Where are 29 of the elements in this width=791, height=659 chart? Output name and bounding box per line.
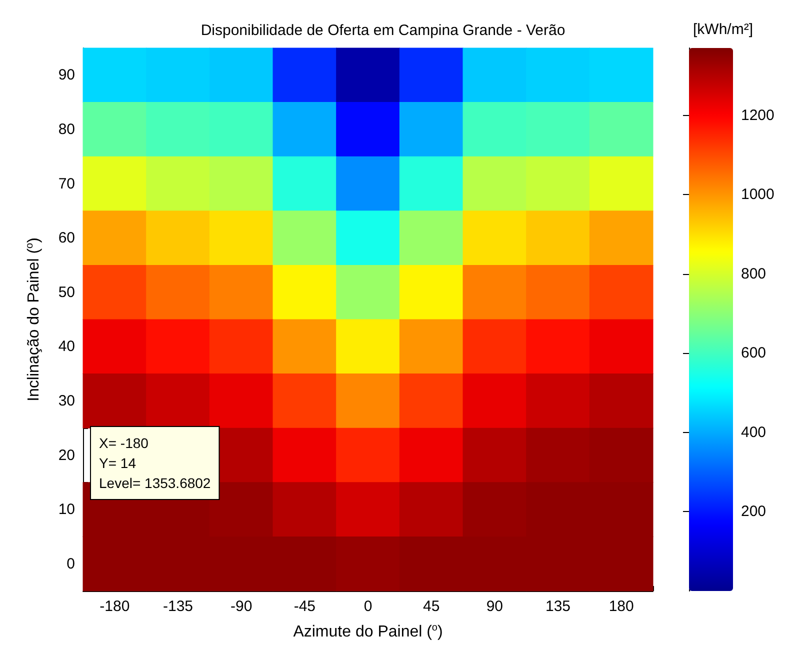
x-tick-label: 90 [486, 598, 504, 615]
y-tick-label: 30 [58, 392, 75, 410]
color-bar-label: 200 [741, 503, 766, 520]
y-tick-label: 0 [66, 555, 75, 572]
x-tick-label: 0 [364, 598, 372, 615]
y-tick-label: 60 [58, 230, 75, 247]
x-tick-label: 180 [608, 598, 634, 615]
y-tick-label: 90 [58, 66, 75, 84]
color-bar-label: 600 [741, 344, 766, 362]
y-tick-label: 70 [58, 175, 75, 192]
y-tick-label: 40 [58, 338, 75, 356]
color-bar-label: 1200 [741, 106, 774, 124]
chart-title: Disponibilidade de Oferta em Campina Grande - Verão [200, 22, 566, 39]
color-bar-label: 800 [741, 265, 766, 282]
x-tick-label: 45 [422, 598, 440, 615]
x-tick-label: -135 [162, 598, 194, 615]
color-bar-label: 400 [741, 424, 766, 441]
x-tick-label: 135 [545, 598, 571, 615]
annotation: X= -180 Y= 14 Level= 1353.6802 [99, 435, 211, 491]
x-tick-label: -45 [294, 598, 316, 615]
y-tick-label: 80 [58, 120, 75, 138]
color-bar-label: 1000 [741, 186, 774, 204]
y-axis-title: Inclinação do Painel (o) [24, 238, 42, 402]
y-tick-label: 10 [58, 501, 75, 518]
x-tick-label: -90 [230, 598, 252, 615]
y-tick-label: 50 [58, 284, 75, 301]
y-tick-label: 20 [58, 446, 75, 464]
color-bar-title: [kWh/m²] [693, 21, 754, 38]
x-tick-label: -180 [100, 598, 130, 615]
